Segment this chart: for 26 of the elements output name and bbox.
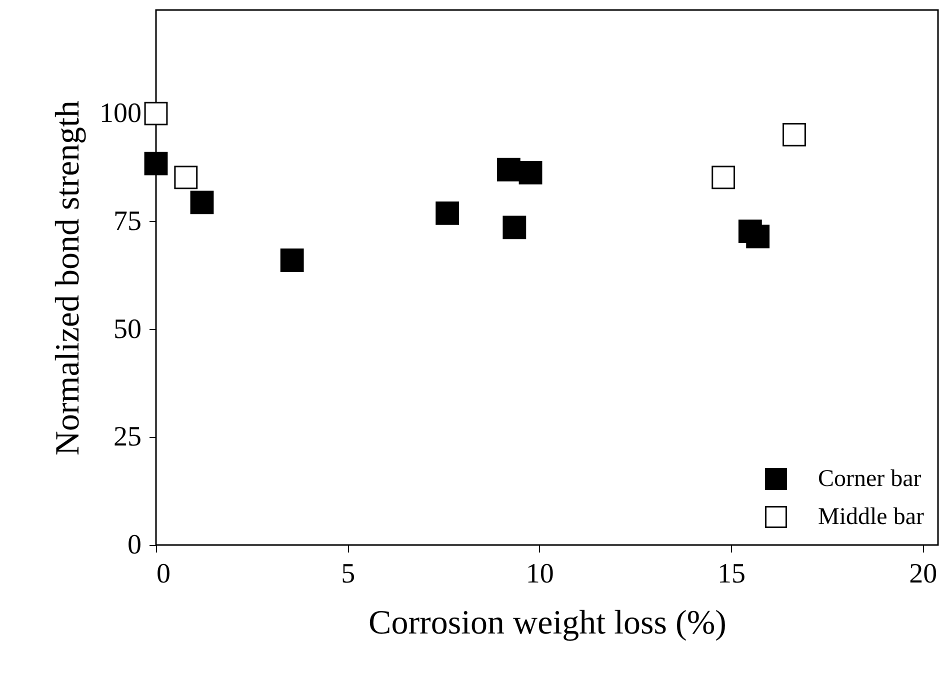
x-tick-label: 20 (909, 558, 938, 590)
point (174, 166, 198, 190)
point (782, 122, 806, 146)
x-tick-label: 10 (526, 558, 554, 590)
legend-label: Corner bar (818, 466, 922, 492)
x-tick-label: 5 (341, 558, 356, 590)
x-tick-label: 0 (156, 558, 170, 590)
y-axis-title: Normalized bond strength (50, 100, 86, 456)
point (280, 248, 304, 272)
point (190, 190, 214, 214)
y-tick-label: 50 (114, 314, 142, 345)
y-tick-label: 0 (128, 530, 142, 560)
point (144, 102, 168, 126)
y-tick-label: 100 (100, 98, 142, 130)
x-axis-title: Corrosion weight loss (%) (368, 604, 726, 642)
point (144, 152, 168, 176)
x-tick-label: 15 (718, 558, 746, 590)
point (746, 224, 770, 248)
y-tick-label: 25 (114, 422, 142, 453)
point (436, 202, 460, 225)
point (502, 216, 526, 240)
legend-label: Middle bar (818, 504, 924, 530)
point (518, 160, 542, 184)
point (496, 158, 520, 182)
y-tick-label: 75 (114, 206, 142, 237)
point (712, 166, 736, 190)
